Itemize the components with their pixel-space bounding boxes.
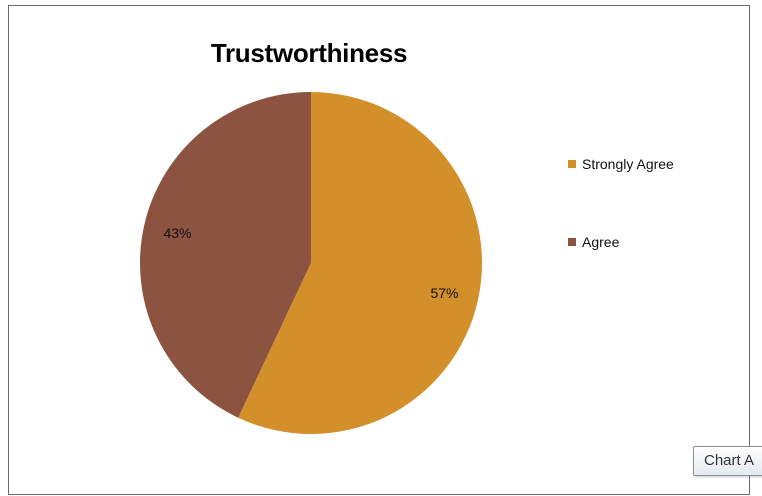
chart-legend[interactable]: Strongly Agree Agree (568, 154, 674, 252)
legend-label-strongly-agree: Strongly Agree (582, 156, 674, 172)
pie-chart[interactable]: 57% 43% (9, 6, 751, 496)
legend-swatch-agree (568, 238, 576, 246)
data-label-agree: 43% (163, 225, 191, 241)
data-label-strongly-agree: 57% (430, 285, 458, 301)
legend-label-agree: Agree (582, 234, 620, 250)
pie-slice-strongly-agree[interactable] (238, 92, 482, 434)
chart-title: Trustworthiness (210, 38, 408, 68)
chart-area-tooltip: Chart A (693, 446, 762, 476)
legend-item-strongly-agree[interactable]: Strongly Agree (568, 154, 674, 174)
pie-slice-agree[interactable] (140, 92, 311, 418)
chart-area[interactable]: Trustworthiness 57% 43% Strongly Agree Ag… (8, 5, 750, 495)
legend-item-agree[interactable]: Agree (568, 232, 674, 252)
legend-swatch-strongly-agree (568, 160, 576, 168)
